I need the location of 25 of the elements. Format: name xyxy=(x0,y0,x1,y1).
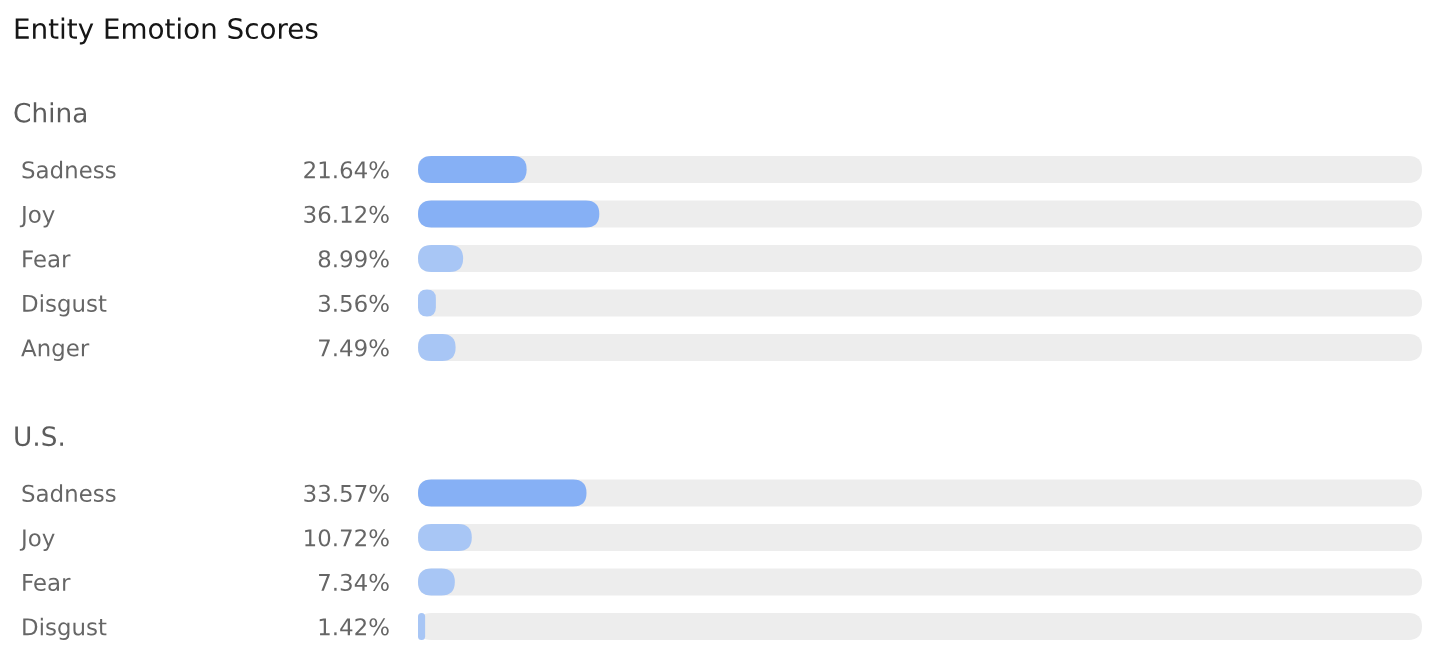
bar xyxy=(418,200,600,228)
y-tick-label: Sadness xyxy=(22,160,116,179)
y-tick-label: Sadness xyxy=(22,484,116,503)
y-tick-label: Joy xyxy=(19,206,55,228)
data-label: 36.12% xyxy=(304,205,389,224)
bar xyxy=(418,479,587,507)
y-tick-label: Disgust xyxy=(23,617,107,640)
data-label: 8.99% xyxy=(318,250,389,268)
bar xyxy=(418,613,426,640)
data-label: 21.64% xyxy=(304,161,389,179)
y-tick-label: Fear xyxy=(23,574,71,592)
data-label: 10.72% xyxy=(305,529,389,547)
text: Entity Emotion Scores xyxy=(15,17,318,45)
data-label: 33.57% xyxy=(304,484,389,503)
text: U.S. xyxy=(15,426,63,447)
data-label: 1.42% xyxy=(319,618,389,636)
y-tick-label: Anger xyxy=(21,339,90,361)
text: China xyxy=(14,102,86,123)
data-label: 7.34% xyxy=(319,573,389,592)
bar xyxy=(418,156,527,183)
data-label: 3.56% xyxy=(318,294,389,313)
data-label: 7.49% xyxy=(319,339,389,357)
y-tick-label: Fear xyxy=(23,250,71,268)
y-tick-label: Disgust xyxy=(23,294,107,317)
y-tick-label: Joy xyxy=(19,529,55,551)
